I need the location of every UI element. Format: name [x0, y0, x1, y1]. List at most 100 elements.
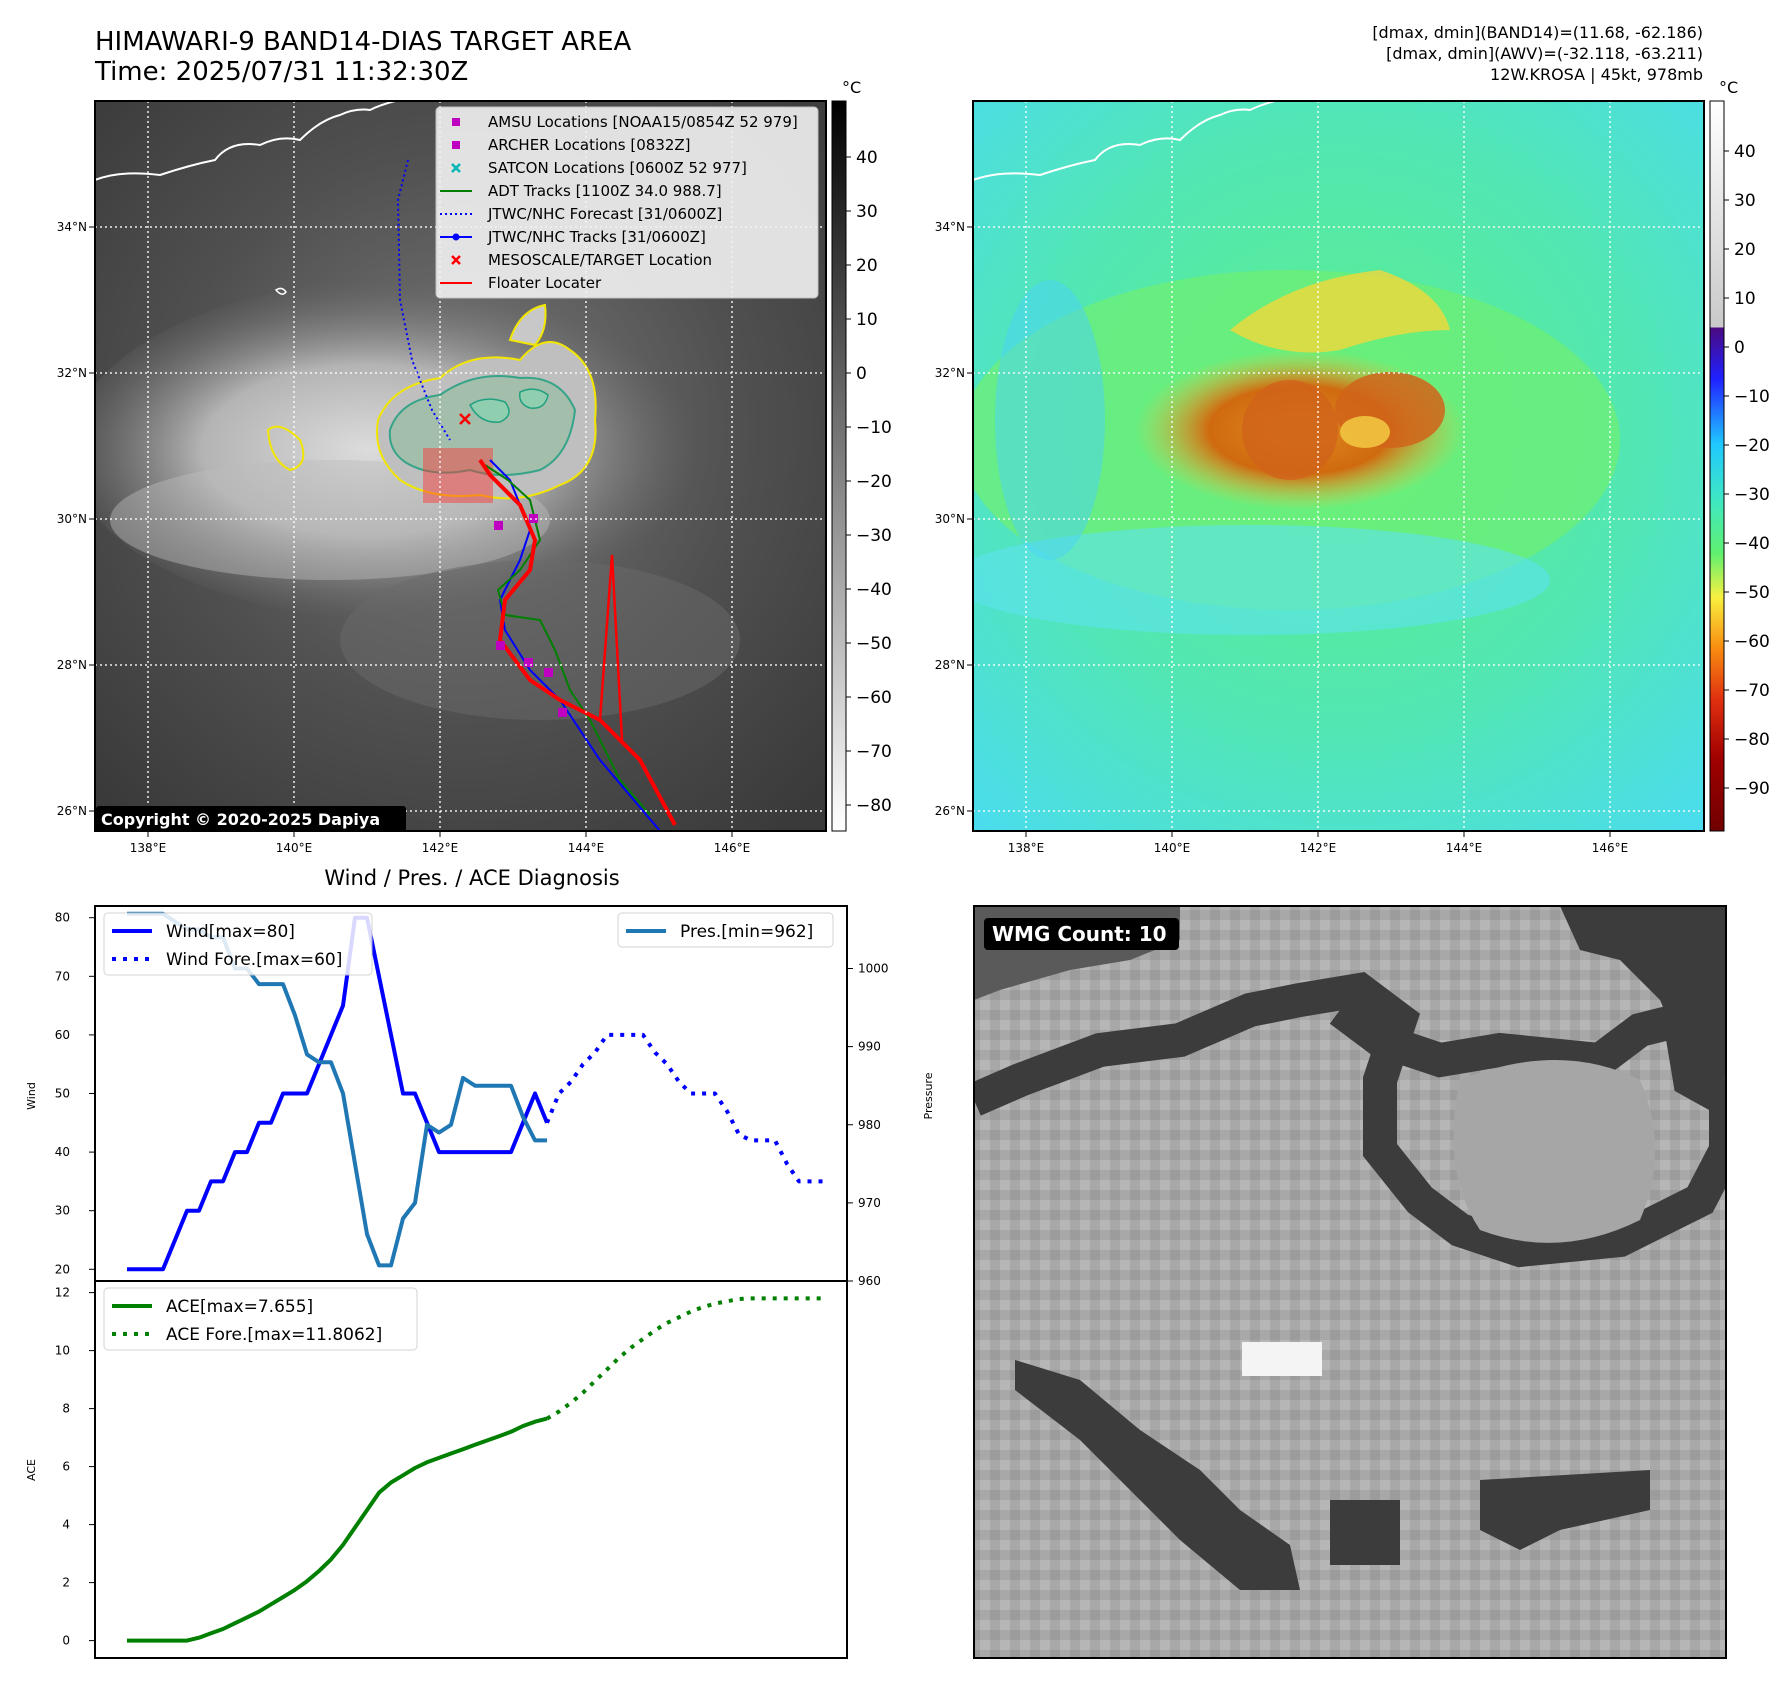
info-storm: 12W.KROSA | 45kt, 978mb — [1490, 65, 1703, 84]
ace-tick-label: 6 — [62, 1460, 70, 1474]
forecast-track-line — [396, 159, 451, 441]
copyright-text: Copyright © 2020-2025 Dapiya — [101, 810, 380, 829]
awv-colorbar-unit: °C — [1719, 78, 1738, 97]
awv-lat-tick-label: 30°N — [935, 512, 965, 526]
amsu-marker — [529, 514, 538, 523]
ir-lon-tick-label: 146°E — [714, 841, 751, 855]
awv-colorbar-tick-label: 10 — [1734, 289, 1756, 309]
wind-tick-label: 40 — [55, 1145, 70, 1159]
ir-lat-tick-label: 34°N — [57, 220, 87, 234]
ir-cold-band-north — [508, 303, 547, 347]
ir-legend-label: MESOSCALE/TARGET Location — [488, 251, 712, 269]
target-x-marker — [459, 413, 471, 425]
pres-legend-box — [617, 912, 834, 948]
awv-core-west — [1242, 380, 1338, 480]
wmg-frame — [973, 905, 1727, 1659]
ir-lon-tick-label: 140°E — [276, 841, 313, 855]
ir-legend-label: JTWC/NHC Forecast [31/0600Z] — [487, 205, 722, 223]
ir-colorbar-tick-label: 30 — [856, 202, 878, 222]
ace-fore-legend-label: ACE Fore.[max=11.8062] — [166, 1325, 382, 1345]
awv-lat-tick-label: 34°N — [935, 220, 965, 234]
ir-legend-label: JTWC/NHC Tracks [31/0600Z] — [487, 228, 706, 246]
ir-lon-tick-label: 144°E — [568, 841, 605, 855]
awv-colorbar-tick-label: 40 — [1734, 142, 1756, 162]
wind-tick-label: 70 — [55, 969, 70, 983]
ir-colorbar-tick-label: −40 — [856, 580, 892, 600]
ir-colorbar-tick-label: −70 — [856, 742, 892, 762]
ir-cold-spot-1 — [469, 398, 510, 423]
wind-tick-label: 30 — [55, 1204, 70, 1218]
figure-time: Time: 2025/07/31 11:32:30Z — [94, 57, 468, 87]
pressure-axis-label: Pressure — [922, 1072, 935, 1119]
ir-colorbar-tick-label: −30 — [856, 526, 892, 546]
awv-map-panel: 138°E 140°E 142°E 144°E 146°E 34°N 32°N 30°N 28… — [935, 78, 1770, 855]
wind-tick-label: 60 — [55, 1028, 70, 1042]
awv-lon-tick-label: 144°E — [1446, 841, 1483, 855]
wind-legend-label: Wind[max=80] — [166, 922, 295, 942]
wind-tick-label: 80 — [55, 911, 70, 925]
pressure-tick-label: 990 — [858, 1040, 881, 1054]
ace-legend-label: ACE[max=7.655] — [166, 1297, 313, 1317]
wmg-count-badge — [984, 918, 1179, 950]
ir-colorbar-tick-label: 10 — [856, 310, 878, 330]
awv-lon-tick-label: 142°E — [1300, 841, 1337, 855]
wmg-count-text: WMG Count: 10 — [992, 922, 1167, 946]
awv-coastline — [973, 101, 1276, 181]
ir-map-panel: 138°E 140°E 142°E 144°E 146°E 34°N 32°N 30°N 28… — [57, 78, 892, 855]
ir-colorbar-tick-label: 20 — [856, 256, 878, 276]
ir-cold-spot-2 — [518, 388, 549, 409]
ir-colorbar — [831, 100, 847, 832]
awv-frame — [972, 100, 1705, 832]
awv-colorbar-tick-label: 20 — [1734, 240, 1756, 260]
wind-tick-label: 50 — [55, 1087, 70, 1101]
ir-legend-box — [435, 106, 819, 299]
ace-series-line — [127, 1416, 548, 1643]
ir-legend-label: SATCON Locations [0600Z 52 977] — [488, 159, 747, 177]
wmg-panel: WMG Count: 10 — [973, 905, 1727, 1659]
awv-colorbar-tick-label: −60 — [1734, 632, 1770, 652]
legend-x-marker-icon — [451, 163, 461, 173]
ir-colorbar-tick-label: 40 — [856, 148, 878, 168]
ace-tick-label: 10 — [55, 1344, 70, 1358]
awv-dry-west — [995, 280, 1105, 560]
wind-axis-label: Wind — [25, 1082, 38, 1110]
awv-colorbar-tick-label: −90 — [1734, 779, 1770, 799]
copyright-badge — [96, 806, 406, 832]
info-awv-range: [dmax, dmin](AWV)=(-32.118, -63.211) — [1386, 44, 1703, 63]
wind-pressure-plot: 20 30 40 50 60 70 80 960 970 980 990 1000 Wind Pres… — [25, 905, 935, 1288]
awv-dry-slot — [973, 525, 1550, 635]
awv-colorbar-tick-label: −10 — [1734, 387, 1770, 407]
ir-frame — [94, 100, 827, 832]
ace-tick-label: 0 — [62, 1634, 70, 1648]
ir-lon-tick-label: 142°E — [422, 841, 459, 855]
ir-lat-tick-label: 28°N — [57, 658, 87, 672]
ir-colorbar-tick-label: −20 — [856, 472, 892, 492]
wmg-dark-block — [1330, 1500, 1400, 1565]
wmg-dark-northeast — [1560, 906, 1726, 1080]
ir-legend-label: ADT Tracks [1100Z 34.0 988.7] — [488, 182, 722, 200]
ir-lat-tick-label: 32°N — [57, 366, 87, 380]
amsu-marker — [496, 641, 505, 650]
floater-track-line — [478, 458, 677, 826]
amsu-marker — [524, 658, 533, 667]
ir-colorbar-tick-label: −60 — [856, 688, 892, 708]
ir-lon-tick-label: 138°E — [130, 841, 167, 855]
amsu-marker — [544, 668, 553, 677]
wind-legend-box — [103, 912, 373, 976]
pressure-tick-label: 970 — [858, 1196, 881, 1210]
legend-x-marker-icon — [451, 255, 461, 265]
awv-eye — [1340, 416, 1390, 448]
ir-cold-west — [266, 425, 305, 472]
awv-lat-tick-label: 28°N — [935, 658, 965, 672]
ir-island — [274, 287, 287, 295]
ace-tick-label: 2 — [62, 1576, 70, 1590]
wind-fore-legend-label: Wind Fore.[max=60] — [166, 950, 342, 970]
legend-square-marker-icon — [452, 141, 460, 149]
ace-tick-label: 12 — [55, 1286, 70, 1300]
pressure-tick-label: 1000 — [858, 962, 889, 976]
ir-colorbar-tick-label: −10 — [856, 418, 892, 438]
legend-dot-icon — [452, 233, 460, 241]
wmg-dark-east — [1480, 1470, 1650, 1550]
awv-lon-tick-label: 140°E — [1154, 841, 1191, 855]
pressure-tick-label: 980 — [858, 1118, 881, 1132]
